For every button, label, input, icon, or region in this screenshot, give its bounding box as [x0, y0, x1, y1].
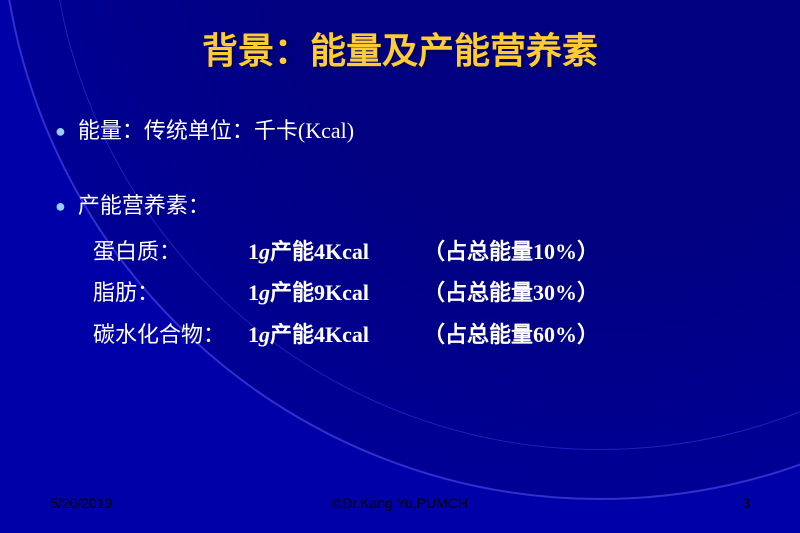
bullet-text-energy: 能量：传统单位：千卡(Kcal) [78, 112, 354, 149]
nutrient-row-protein: 蛋白质： 1g产能4Kcal （占总能量10%） [93, 233, 745, 270]
nutrient-row-fat: 脂肪： 1g产能9Kcal （占总能量30%） [93, 274, 745, 311]
bullet-icon: ● [55, 191, 66, 222]
bullet-item-nutrients: ● 产能营养素： [55, 187, 745, 224]
nutrient-name: 蛋白质： [93, 233, 248, 270]
footer-copyright: ©Dr.Kang Yu,PUMCH [283, 495, 516, 511]
slide-title: 背景：能量及产能营养素 [0, 0, 800, 74]
nutrient-pct: （占总能量30%） [423, 274, 599, 311]
slide-content: 背景：能量及产能营养素 ● 能量：传统单位：千卡(Kcal) ● 产能营养素： … [0, 0, 800, 533]
nutrient-pct: （占总能量60%） [423, 316, 599, 353]
nutrient-energy: 1g产能4Kcal [248, 233, 423, 270]
nutrient-energy: 1g产能9Kcal [248, 274, 423, 311]
footer-date: 5/20/2019 [50, 495, 283, 511]
nutrient-name: 碳水化合物： [93, 316, 248, 353]
nutrient-name: 脂肪： [93, 274, 248, 311]
slide-footer: 5/20/2019 ©Dr.Kang Yu,PUMCH 3 [0, 495, 800, 511]
nutrient-list: 蛋白质： 1g产能4Kcal （占总能量10%） 脂肪： 1g产能9Kcal （… [93, 233, 745, 353]
footer-page-number: 3 [517, 495, 750, 511]
nutrient-row-carb: 碳水化合物： 1g产能4Kcal （占总能量60%） [93, 316, 745, 353]
bullet-icon: ● [55, 116, 66, 147]
nutrient-pct: （占总能量10%） [423, 233, 599, 270]
bullet-item-energy: ● 能量：传统单位：千卡(Kcal) [55, 112, 745, 149]
slide-body: ● 能量：传统单位：千卡(Kcal) ● 产能营养素： 蛋白质： 1g产能4Kc… [0, 74, 800, 353]
nutrient-energy: 1g产能4Kcal [248, 316, 423, 353]
bullet-text-nutrients: 产能营养素： [78, 187, 210, 224]
spacer [55, 157, 745, 187]
